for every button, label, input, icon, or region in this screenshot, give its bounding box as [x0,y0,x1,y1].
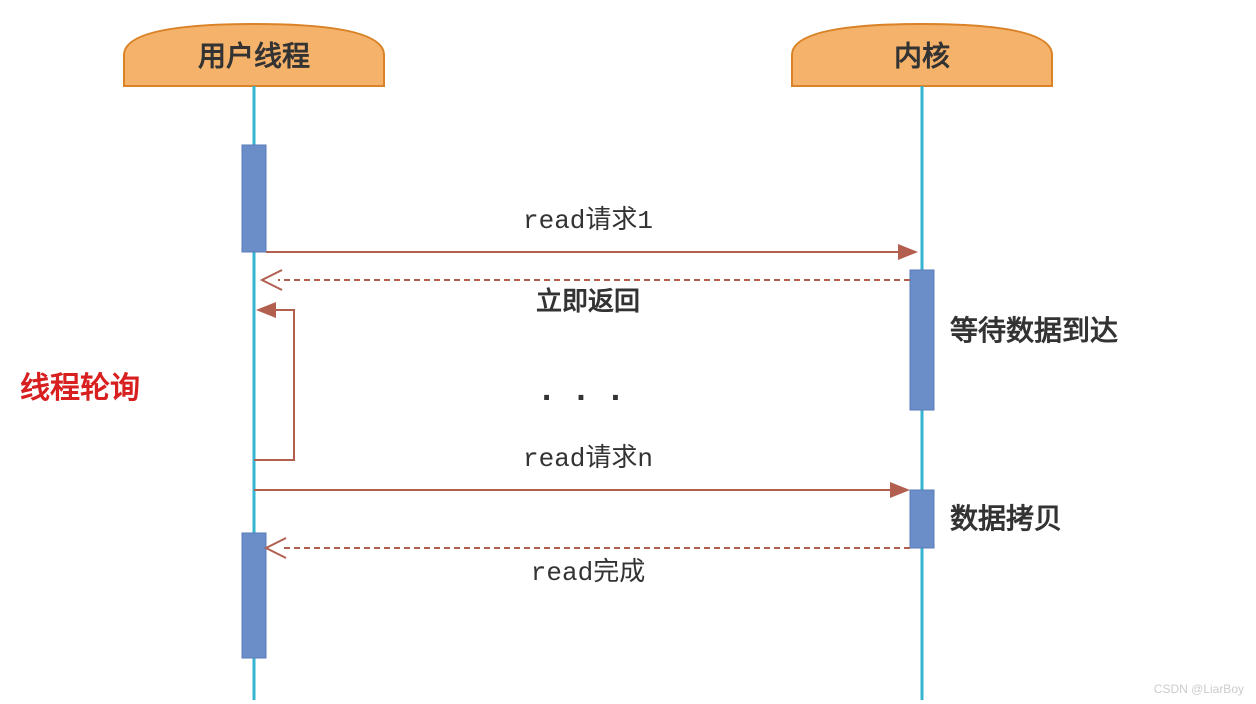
activation-user-1 [242,145,266,252]
participant-user-header: 用户线程 [124,24,384,86]
message-read-complete: read完成 [266,538,910,588]
participant-kernel-label: 内核 [894,40,950,71]
watermark: CSDN @LiarBoy [1154,682,1244,696]
participant-kernel-header: 内核 [792,24,1052,86]
self-loop-polling [254,302,294,460]
label-wait-data: 等待数据到达 [950,314,1118,346]
label-data-copy: 数据拷贝 [950,503,1062,534]
label-thread-polling: 线程轮询 [20,372,140,405]
activation-user-2 [242,533,266,658]
message-read-request-1: read请求1 [266,205,918,260]
activation-kernel-2 [910,490,934,548]
ellipsis: ... [536,373,639,411]
message-read-request-n-label: read请求n [523,443,653,474]
message-read-complete-label: read完成 [531,557,645,588]
participant-user-label: 用户线程 [198,39,310,71]
message-immediate-return: 立即返回 [262,270,910,316]
message-read-request-n: read请求n [254,443,910,498]
message-immediate-return-label: 立即返回 [536,286,640,316]
message-read-request-1-label: read请求1 [523,205,653,236]
activation-kernel-1 [910,270,934,410]
